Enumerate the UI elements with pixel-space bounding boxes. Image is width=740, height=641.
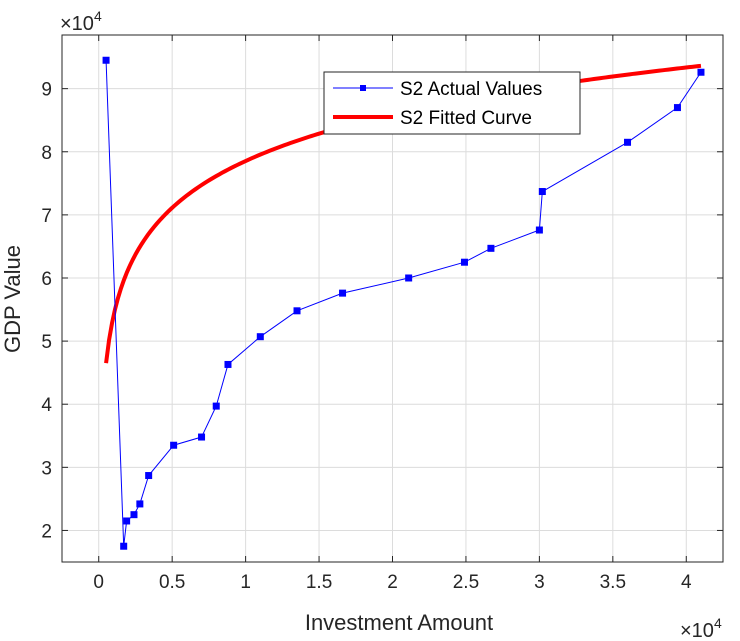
actual-value-point	[538, 188, 546, 196]
y-tick-label: 5	[41, 332, 52, 353]
actual-value-point	[624, 138, 632, 146]
x-exponent-label: ×104	[680, 615, 722, 641]
actual-value-point	[198, 433, 206, 441]
actual-value-point	[170, 441, 178, 449]
x-tick-label: 2.5	[453, 572, 479, 593]
legend-label-actual: S2 Actual Values	[400, 79, 542, 100]
actual-value-point	[339, 289, 347, 297]
actual-value-point	[120, 542, 128, 550]
x-tick-label: 0	[93, 572, 104, 593]
x-axis-label: Investment Amount	[305, 610, 493, 635]
actual-value-point	[102, 56, 110, 64]
x-tick-label: 0.5	[159, 572, 185, 593]
actual-value-point	[224, 360, 232, 368]
legend: S2 Actual Values S2 Fitted Curve	[323, 71, 581, 135]
y-exponent-label: ×104	[60, 8, 102, 35]
legend-marker-actual	[360, 85, 366, 91]
actual-value-point	[487, 244, 495, 252]
x-tick-label: 4	[681, 572, 692, 593]
actual-value-point	[145, 472, 153, 480]
y-tick-label: 9	[41, 80, 52, 101]
y-tick-label: 4	[41, 395, 52, 416]
y-axis-ticks: 2 3 4 5 6 7 8 9	[41, 80, 723, 542]
legend-box	[323, 71, 581, 135]
actual-value-point	[212, 402, 220, 410]
y-tick-label: 6	[41, 269, 52, 290]
actual-value-point	[405, 274, 413, 282]
actual-values-series	[102, 56, 705, 550]
actual-value-point	[130, 511, 138, 519]
actual-value-point	[136, 500, 144, 508]
actual-value-point	[293, 307, 301, 315]
x-axis-ticks: 0 0.5 1 1.5 2 2.5 3 3.5 4	[93, 35, 692, 593]
legend-label-fitted: S2 Fitted Curve	[400, 108, 532, 129]
y-tick-label: 8	[41, 143, 52, 164]
y-axis-label: GDP Value	[0, 245, 25, 353]
actual-value-point	[697, 68, 705, 76]
y-tick-label: 3	[41, 458, 52, 479]
y-tick-label: 7	[41, 206, 52, 227]
x-tick-label: 2	[387, 572, 398, 593]
actual-value-point	[535, 226, 543, 234]
x-tick-label: 3	[534, 572, 545, 593]
actual-value-point	[460, 258, 468, 266]
actual-value-point	[673, 104, 681, 112]
x-tick-label: 1.5	[306, 572, 332, 593]
actual-value-point	[256, 333, 264, 341]
y-tick-label: 2	[41, 521, 52, 542]
actual-value-point	[123, 517, 131, 525]
x-tick-label: 1	[240, 572, 251, 593]
x-tick-label: 3.5	[600, 572, 626, 593]
grid	[62, 35, 723, 562]
